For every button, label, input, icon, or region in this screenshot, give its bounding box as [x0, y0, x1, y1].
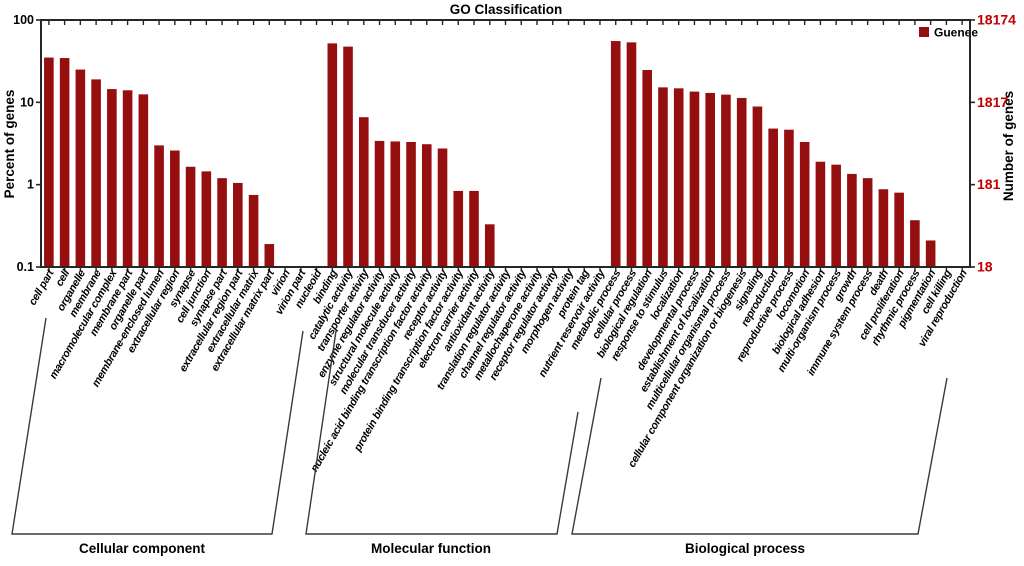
right-axis-tick-label: 18174 — [977, 12, 1016, 28]
legend-swatch — [919, 27, 929, 37]
group-bracket-Biological-process — [571, 377, 948, 535]
bar-cellular-process — [626, 42, 637, 268]
group-label-Molecular-function: Molecular function — [371, 541, 491, 556]
bar-multicellular-organismal-process — [721, 94, 731, 267]
bar-cell-proliferation — [894, 192, 904, 267]
bar-synapse — [185, 166, 196, 267]
bar-reproductive-process — [784, 129, 794, 267]
bar-antioxidant-activity — [484, 224, 495, 267]
bar-transporter-activity — [358, 117, 369, 267]
bar-membrane-part — [122, 90, 133, 267]
bar-metabolic-process — [610, 41, 621, 267]
bar-localization — [673, 88, 684, 267]
bar-binding — [327, 43, 338, 267]
left-axis-title: Percent of genes — [2, 90, 17, 199]
bar-growth — [847, 173, 857, 267]
left-axis-tick-label: 100 — [13, 13, 34, 27]
bar-membrane — [91, 79, 101, 267]
plot-border — [40, 19, 971, 268]
bar-response-to-stimulus — [658, 87, 668, 267]
bar-molecular-transducer-activity — [406, 141, 416, 267]
bar-cell-junction — [201, 171, 212, 267]
bar-cell — [59, 58, 70, 267]
bar-extracellular-matrix-part — [264, 244, 275, 267]
bar-extracellular-matrix — [248, 194, 259, 267]
bar-nucleic-acid-binding-transcription-factor-activity — [421, 144, 432, 267]
bar-catalytic-activity — [343, 46, 353, 268]
bar-organelle — [75, 69, 86, 267]
bar-enzyme-regulator-activity — [374, 140, 385, 267]
right-axis-tick-label: 181 — [977, 176, 1001, 192]
bar-structural-molecule-activity — [390, 141, 401, 267]
bar-protein-binding-transcription-factor-activity — [453, 190, 464, 267]
group-bracket-Cellular-component — [11, 317, 304, 535]
bar-signaling — [752, 106, 763, 267]
bar-synapse-part — [217, 178, 227, 267]
legend: Guenee — [919, 26, 978, 40]
left-axis-tick-label: 0.1 — [17, 260, 34, 274]
bar-extracellular-region — [170, 150, 180, 267]
bar-macromolecular-complex — [107, 89, 117, 267]
group-label-Cellular-component: Cellular component — [79, 541, 206, 556]
bar-biological-adhesion — [815, 161, 826, 267]
bar-establishment-of-localization — [705, 92, 715, 267]
bar-developmental-process — [689, 91, 700, 267]
group-bracket-Molecular-function — [305, 330, 579, 535]
bar-locomotion — [799, 141, 810, 267]
bar-rhythmic-process — [910, 220, 920, 267]
legend-series-label: Guenee — [934, 26, 978, 40]
bar-biological-regulation — [642, 70, 653, 267]
bar-pigmentation — [925, 240, 936, 267]
bar-receptor-activity — [437, 148, 448, 267]
bar-electron-carrier-activity — [469, 190, 479, 267]
bar-cellular-component-organization-or-biogenesis — [736, 97, 747, 268]
left-axis-tick-label: 1 — [27, 178, 34, 192]
bar-extracellular-region-part — [233, 182, 243, 267]
bar-immune-system-process — [862, 178, 873, 267]
right-axis-title: Number of genes — [1001, 91, 1016, 201]
bar-organelle-part — [138, 94, 149, 267]
left-axis-tick-label: 10 — [20, 95, 34, 109]
bar-membrane-enclosed-lumen — [154, 145, 164, 267]
bar-reproduction — [768, 128, 778, 267]
right-axis-tick-label: 1817 — [977, 94, 1008, 110]
right-axis-tick-label: 18 — [977, 259, 993, 275]
chart-title: GO Classification — [450, 2, 563, 17]
bar-multi-organism-process — [831, 164, 841, 267]
group-label-Biological-process: Biological process — [685, 541, 805, 556]
bar-death — [878, 189, 889, 267]
bar-cell-part — [44, 57, 54, 267]
